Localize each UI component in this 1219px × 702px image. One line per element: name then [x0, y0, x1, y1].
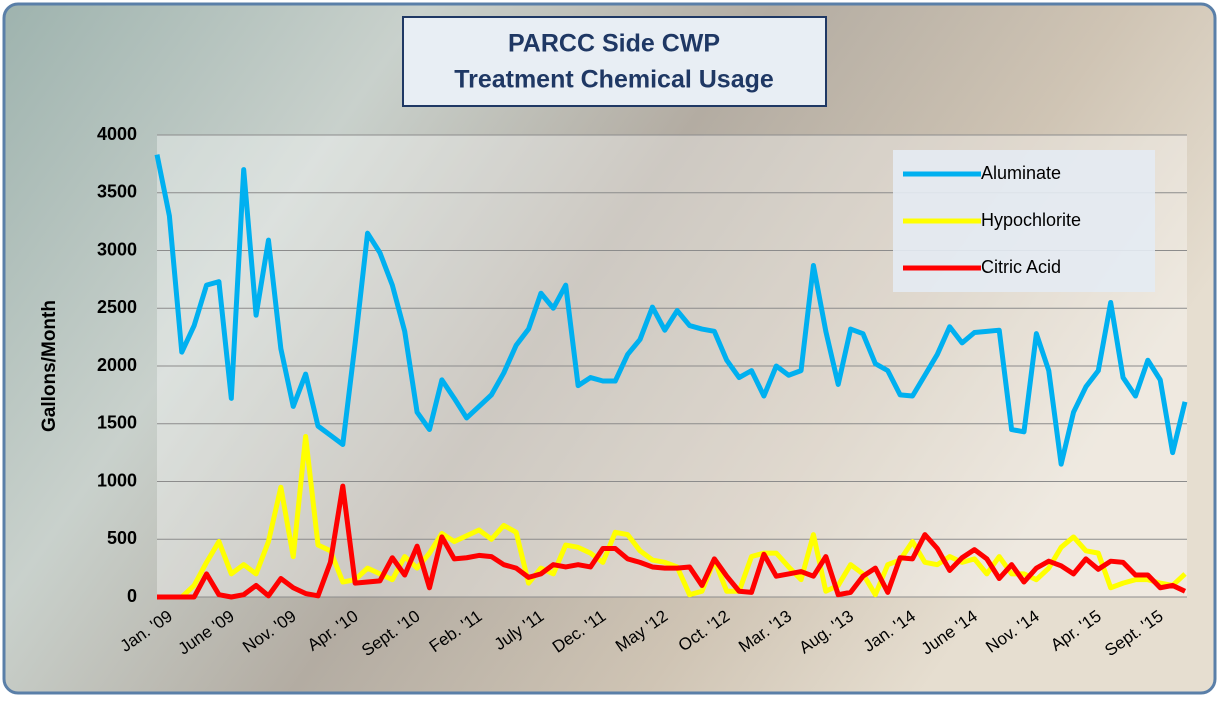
y-tick-label: 1000 — [97, 470, 137, 490]
y-tick-label: 0 — [127, 586, 137, 606]
legend-label: Hypochlorite — [981, 210, 1081, 230]
chart-title: Treatment Chemical Usage — [454, 66, 774, 94]
y-tick-label: 3500 — [97, 182, 137, 202]
y-tick-label: 2500 — [97, 297, 137, 317]
y-tick-label: 500 — [107, 528, 137, 548]
y-tick-label: 3000 — [97, 239, 137, 259]
y-tick-label: 1500 — [97, 413, 137, 433]
y-tick-label: 4000 — [97, 124, 137, 144]
y-tick-label: 2000 — [97, 355, 137, 375]
legend-label: Citric Acid — [981, 257, 1061, 277]
legend-label: Aluminate — [981, 163, 1061, 183]
y-axis-label: Gallons/Month — [39, 300, 60, 432]
chart: PARCC Side CWP Treatment Chemical Usage … — [0, 0, 1219, 697]
chart-title: PARCC Side CWP — [508, 30, 720, 58]
